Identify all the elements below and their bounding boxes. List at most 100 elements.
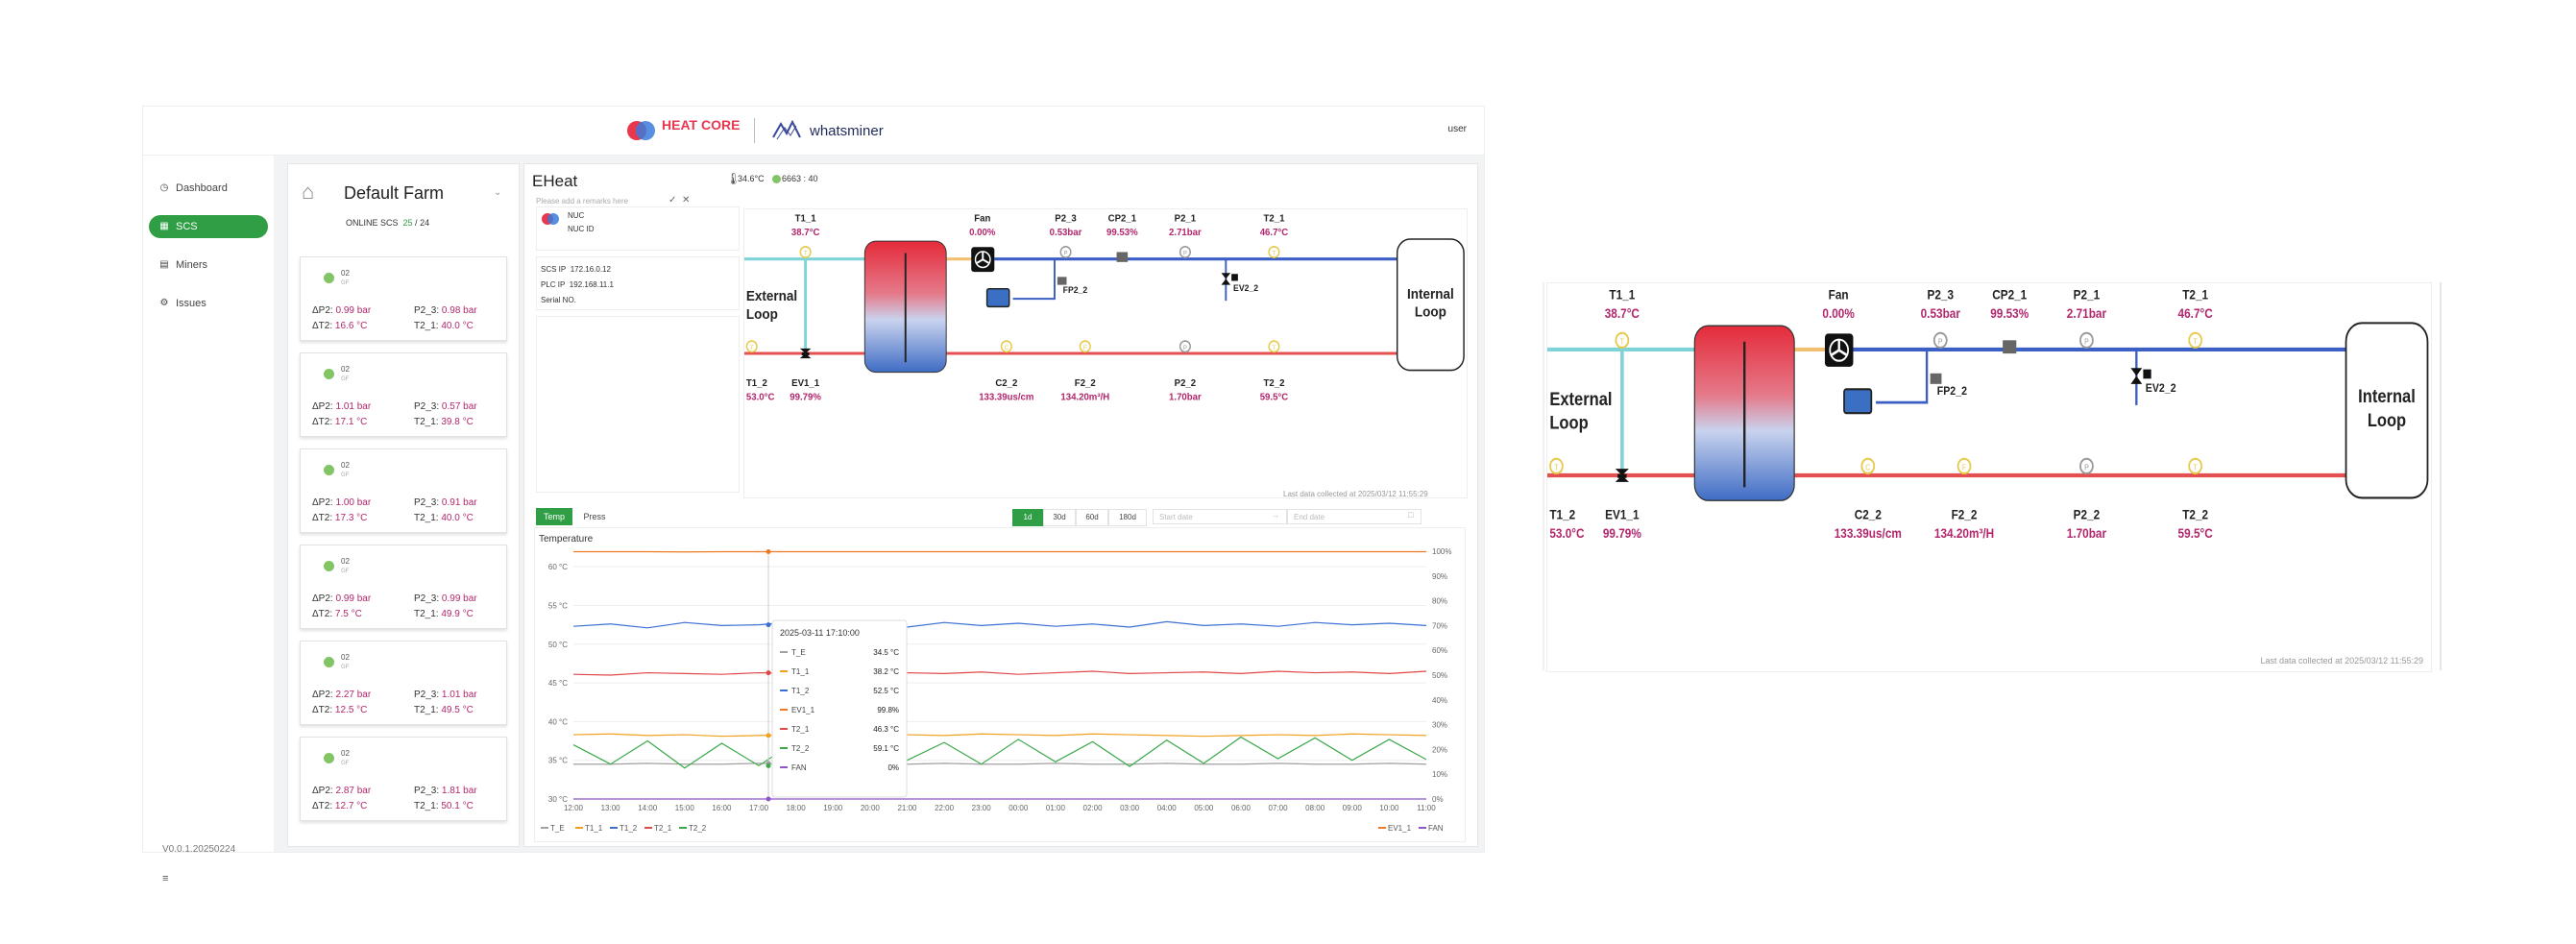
cp2-1-valve-icon xyxy=(2003,340,2017,354)
sensor-icon[interactable] xyxy=(1059,246,1072,258)
collapse-sidebar-icon[interactable]: ≡ xyxy=(162,873,169,884)
range-60d[interactable]: 60d xyxy=(1076,509,1108,526)
sensor-icon[interactable] xyxy=(1268,246,1280,258)
y-tick-label: 30 °C xyxy=(548,795,568,804)
scs-card[interactable]: 02 GF ΔP2: 0.99 bar P2_3: 0.99 bar ΔT2: 7.5 … xyxy=(300,545,507,629)
sensor-letter: T xyxy=(2194,463,2199,472)
sensor-icon[interactable] xyxy=(2079,331,2094,349)
tab-temp[interactable]: Temp xyxy=(536,508,572,525)
sensor-icon[interactable] xyxy=(1932,331,1948,349)
reading-name: CP2_1 xyxy=(1108,213,1137,224)
close-icon[interactable]: ✕ xyxy=(682,195,691,206)
confirm-icon[interactable]: ✓ xyxy=(668,195,677,206)
sensor-icon[interactable] xyxy=(745,340,758,353)
tooltip-series-name: T2_2 xyxy=(791,744,810,753)
sensor-icon[interactable] xyxy=(2188,331,2203,349)
y-tick-label: 55 °C xyxy=(548,601,568,610)
x-tick-label: 22:00 xyxy=(935,804,955,812)
legend-item[interactable]: FAN xyxy=(1428,824,1444,833)
internal-loop-label: Loop xyxy=(1415,303,1446,320)
sensor-icon[interactable] xyxy=(799,246,812,258)
legend-item[interactable]: EV1_1 xyxy=(1388,824,1412,833)
filter-branch-pipe xyxy=(1876,349,1929,404)
sensor-icon[interactable] xyxy=(1615,331,1630,349)
reading-value: 99.79% xyxy=(1603,525,1642,541)
tab-press[interactable]: Press xyxy=(583,512,606,521)
chevron-down-icon[interactable]: ⌄ xyxy=(494,187,502,198)
sidebar-item-scs[interactable]: ▦ SCS xyxy=(149,215,268,238)
x-tick-label: 18:00 xyxy=(787,804,807,812)
fan-blades xyxy=(976,252,989,264)
x-tick-label: 10:00 xyxy=(1379,804,1399,812)
range-30d[interactable]: 30d xyxy=(1043,509,1076,526)
sensor-icon[interactable] xyxy=(1179,246,1191,258)
reading-value: 99.53% xyxy=(1106,228,1138,238)
start-date-input[interactable]: Start date xyxy=(1153,509,1287,524)
status-count: 6663 : 40 xyxy=(782,174,818,183)
sidebar-item-miners[interactable]: ▤ Miners xyxy=(149,254,268,277)
sensor-icon[interactable] xyxy=(1179,340,1191,353)
x-tick-label: 02:00 xyxy=(1083,804,1104,812)
zoomed-schematic-panel: Internal Loop External Loop FP2_2 EV2_2 T P P T T C… xyxy=(1546,282,2432,672)
x-tick-label: 21:00 xyxy=(897,804,917,812)
whatsminer-logo: whatsminer xyxy=(772,119,884,140)
farm-selector[interactable]: Default Farm xyxy=(344,183,445,203)
tooltip-series-value: 52.5 °C xyxy=(873,687,899,695)
range-1d[interactable]: 1d xyxy=(1012,509,1043,526)
status-dot xyxy=(324,273,334,283)
x-tick-label: 05:00 xyxy=(1194,804,1214,812)
reading-value: 0.53bar xyxy=(1050,228,1082,238)
valve-ev1-1-stem xyxy=(801,351,810,356)
nuc-id: NUC ID xyxy=(568,225,595,233)
sensor-icon[interactable] xyxy=(1860,457,1876,474)
farm-house-icon: ⌂ xyxy=(302,180,315,204)
calendar-icon[interactable]: □ xyxy=(1408,510,1414,520)
y-tick-label: 35 °C xyxy=(548,757,568,765)
user-menu[interactable]: user xyxy=(1447,124,1467,134)
sensor-icon[interactable] xyxy=(1956,457,1972,474)
legend-item[interactable]: T1_1 xyxy=(585,824,603,833)
sensor-icon[interactable] xyxy=(2188,457,2203,474)
last-data-time-large: Last data collected at 2025/03/12 11:55:… xyxy=(2260,656,2423,666)
sensor-icon[interactable] xyxy=(1549,457,1564,474)
range-180d[interactable]: 180d xyxy=(1108,509,1147,526)
scs-card[interactable]: 02 GF ΔP2: 1.00 bar P2_3: 0.91 bar ΔT2: 17.3… xyxy=(300,448,507,533)
x-tick-label: 09:00 xyxy=(1343,804,1363,812)
tooltip-series-value: 46.3 °C xyxy=(873,725,899,734)
sensor-letter: P xyxy=(2084,463,2089,472)
end-date-input[interactable]: End date xyxy=(1287,509,1422,524)
sensor-letter: F xyxy=(1083,346,1087,351)
remarks-input[interactable]: Please add a remarks here xyxy=(536,197,629,206)
internal-loop-box xyxy=(2345,322,2429,499)
legend-item[interactable]: T2_1 xyxy=(654,824,672,833)
hover-marker xyxy=(766,549,771,555)
scs-detail-panel: EHeat Please add a remarks here ✓ ✕ 🌡 34… xyxy=(523,163,1478,847)
legend-item[interactable]: T1_2 xyxy=(620,824,638,833)
sensor-icon[interactable] xyxy=(1000,340,1012,353)
x-tick-label: 23:00 xyxy=(972,804,992,812)
valve-ev2-2-actuator xyxy=(2143,369,2151,379)
scs-card[interactable]: 02 GF ΔP2: 1.01 bar P2_3: 0.57 bar ΔT2: 17.1… xyxy=(300,352,507,437)
reading-value: 59.5°C xyxy=(2178,525,2213,541)
sensor-icon[interactable] xyxy=(2079,457,2094,474)
scs-card[interactable]: 02 GF ΔP2: 0.99 bar P2_3: 0.98 bar ΔT2: 16.6… xyxy=(300,256,507,341)
legend-item[interactable]: T_E xyxy=(550,824,565,833)
sidebar-item-issues[interactable]: ⚙ Issues xyxy=(149,292,268,315)
sidebar-item-dashboard[interactable]: ◷ Dashboard xyxy=(149,177,268,200)
sensor-icon[interactable] xyxy=(1268,340,1280,353)
tooltip-series-value: 0% xyxy=(887,763,899,772)
hover-marker xyxy=(766,762,771,768)
reading-value: 134.20m³/H xyxy=(1934,525,1994,541)
status-dot xyxy=(324,465,334,475)
fp2-2-label: FP2_2 xyxy=(1063,285,1088,295)
card-pressure-row: ΔP2: 0.99 bar P2_3: 0.99 bar xyxy=(312,593,477,604)
hover-marker xyxy=(766,796,771,802)
scs-id: 02 xyxy=(341,365,350,374)
series-line-t1-2 xyxy=(572,620,1427,629)
scs-card[interactable]: 02 GF ΔP2: 2.87 bar P2_3: 1.81 bar ΔT2: 12.7… xyxy=(300,737,507,821)
sensor-icon[interactable] xyxy=(1079,340,1091,353)
legend-item[interactable]: T2_2 xyxy=(689,824,707,833)
scs-card[interactable]: 02 GF ΔP2: 2.27 bar P2_3: 1.01 bar ΔT2: 12.5… xyxy=(300,641,507,725)
filter-unit-icon xyxy=(985,287,1010,308)
card-temp-row: ΔT2: 17.1 °C T2_1: 39.8 °C xyxy=(312,417,474,427)
